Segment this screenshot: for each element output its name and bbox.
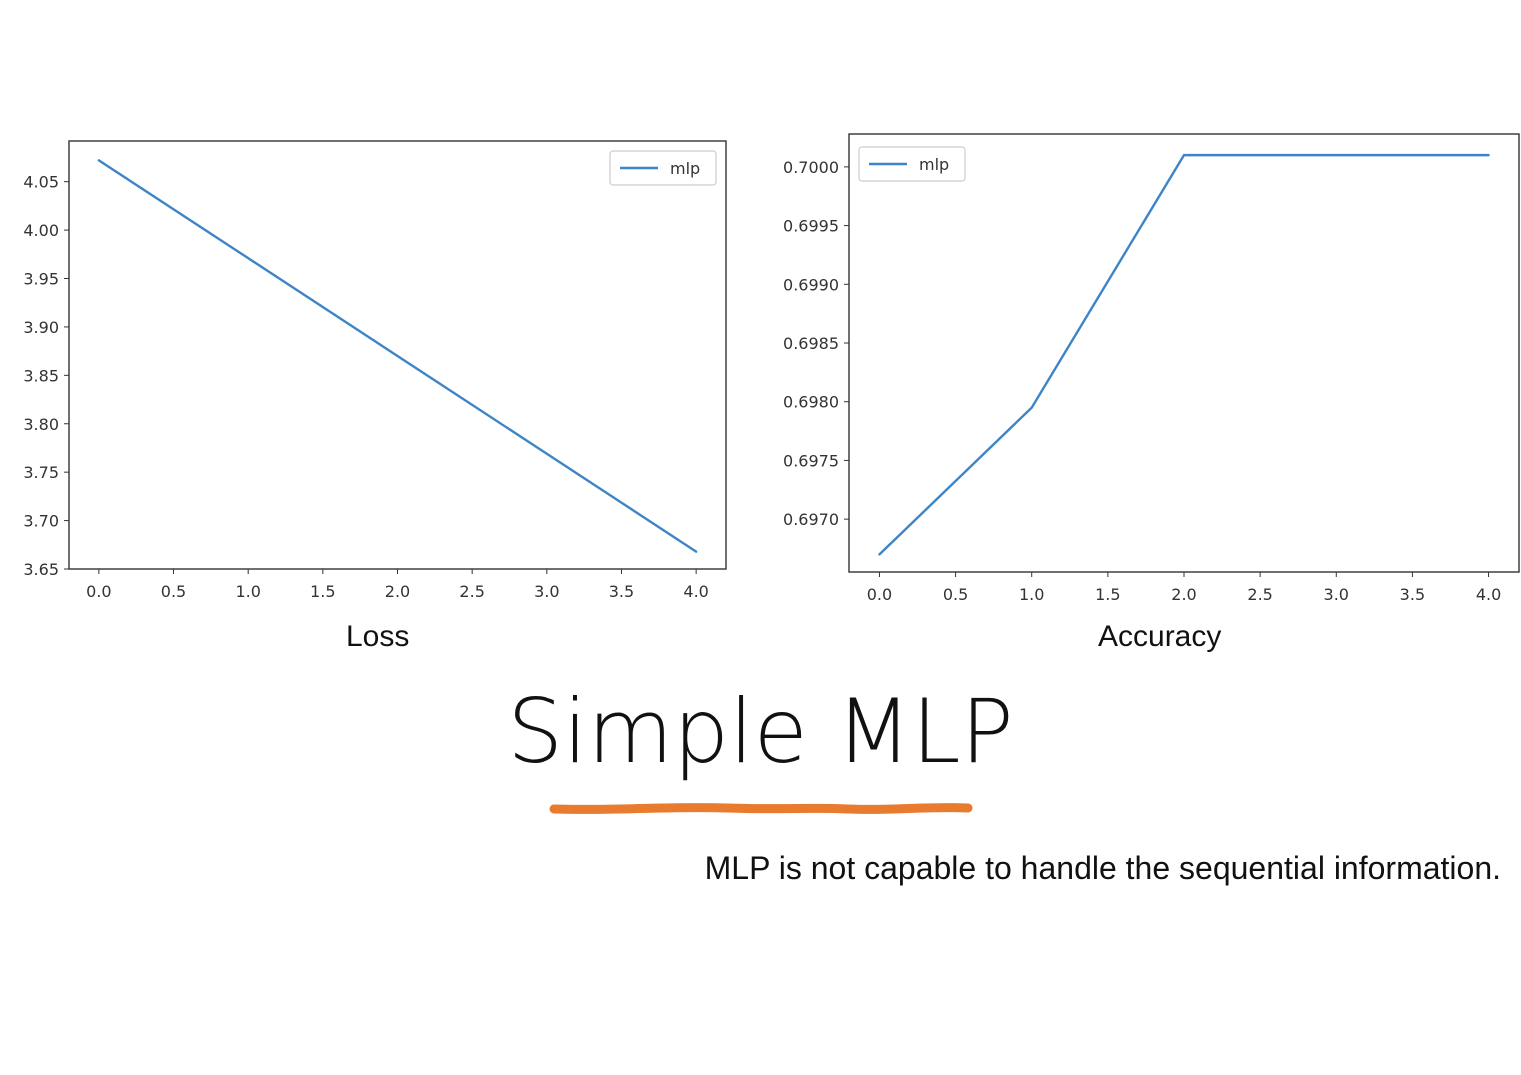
- y-tick-label: 4.00: [23, 221, 59, 240]
- x-tick-label: 0.5: [943, 585, 968, 604]
- x-tick-label: 0.5: [161, 582, 186, 601]
- y-tick-label: 3.75: [23, 463, 59, 482]
- loss-chart: 0.0 0.5 1.0 1.5 2.0 2.5 3.0 3.5 4.0 3.65 3.70 3.75 3…: [23, 140, 727, 601]
- y-tick-label: 0.7000: [783, 158, 839, 177]
- x-tick-label: 3.5: [609, 582, 634, 601]
- x-tick-label: 1.0: [235, 582, 260, 601]
- legend-label: mlp: [670, 159, 700, 178]
- y-tick-label: 0.6970: [783, 510, 839, 529]
- y-tick-label: 0.6975: [783, 451, 839, 470]
- legend: mlp: [858, 146, 966, 182]
- x-tick-label: 3.5: [1400, 585, 1425, 604]
- legend: mlp: [609, 150, 717, 186]
- plot-frame: [848, 133, 1520, 573]
- slide-title: Simple MLP: [507, 680, 1014, 783]
- x-tick-label: 1.5: [310, 582, 335, 601]
- loss-caption: Loss: [346, 620, 410, 653]
- y-tick-label: 3.95: [23, 270, 59, 289]
- accuracy-caption: Accuracy: [1098, 620, 1222, 653]
- x-tick-label: 0.0: [86, 582, 111, 601]
- y-tick-label: 0.6990: [783, 275, 839, 294]
- legend-label: mlp: [919, 155, 949, 174]
- x-tick-label: 1.5: [1095, 585, 1120, 604]
- y-tick-label: 4.05: [23, 173, 59, 192]
- x-tick-label: 4.0: [683, 582, 708, 601]
- x-tick-label: 3.0: [1324, 585, 1349, 604]
- x-tick-label: 0.0: [867, 585, 892, 604]
- y-tick-label: 3.90: [23, 318, 59, 337]
- x-tick-label: 2.0: [385, 582, 410, 601]
- x-tick-label: 2.5: [459, 582, 484, 601]
- title-underline: [549, 803, 973, 814]
- y-tick-label: 3.85: [23, 366, 59, 385]
- y-tick-label: 0.6985: [783, 334, 839, 353]
- y-tick-label: 3.70: [23, 512, 59, 531]
- x-tick-label: 2.5: [1247, 585, 1272, 604]
- y-tick-label: 0.6995: [783, 217, 839, 236]
- series-line-mlp: [878, 153, 1490, 556]
- x-tick-label: 1.0: [1019, 585, 1044, 604]
- y-tick-label: 3.80: [23, 415, 59, 434]
- accuracy-chart: 0.0 0.5 1.0 1.5 2.0 2.5 3.0 3.5 4.0 0.6970 0.6975 0…: [783, 133, 1520, 604]
- x-tick-label: 4.0: [1476, 585, 1501, 604]
- y-tick-label: 3.65: [23, 560, 59, 579]
- slide-subtitle: MLP is not capable to handle the sequent…: [704, 850, 1501, 886]
- x-tick-label: 2.0: [1171, 585, 1196, 604]
- x-tick-label: 3.0: [534, 582, 559, 601]
- y-tick-label: 0.6980: [783, 393, 839, 412]
